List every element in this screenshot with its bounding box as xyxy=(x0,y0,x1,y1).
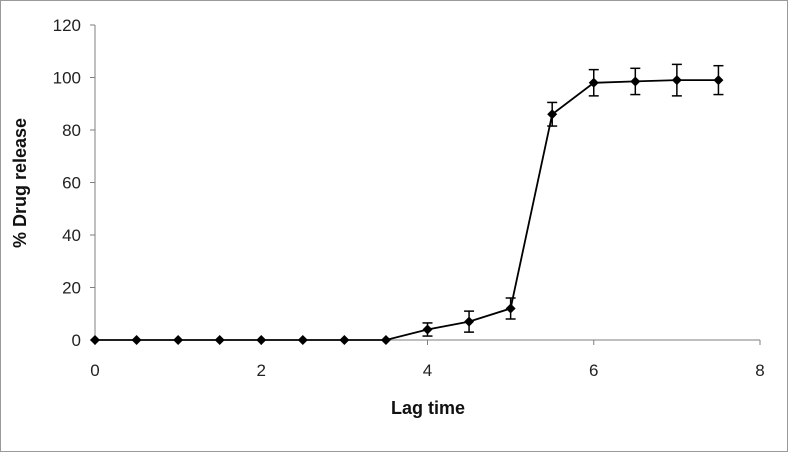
y-tick-label: 20 xyxy=(62,279,81,298)
y-tick-label: 100 xyxy=(53,69,81,88)
y-axis-label: % Drug release xyxy=(10,118,30,248)
series-markers xyxy=(90,75,724,345)
data-point xyxy=(547,109,558,120)
data-point xyxy=(464,316,475,327)
data-point xyxy=(713,75,724,86)
x-tick-label: 6 xyxy=(589,361,598,380)
y-tick-label: 40 xyxy=(62,226,81,245)
error-bars xyxy=(422,63,724,337)
x-axis-label: Lag time xyxy=(391,398,465,418)
data-point xyxy=(339,335,350,345)
series-line xyxy=(95,79,719,341)
y-tick-label: 60 xyxy=(62,174,81,193)
y-tick-label: 0 xyxy=(72,331,81,350)
data-point xyxy=(630,76,641,87)
data-point xyxy=(90,335,100,345)
x-tick-label: 8 xyxy=(755,361,764,380)
data-point xyxy=(173,335,184,345)
x-ticks: 0 2 4 6 8 xyxy=(90,340,765,380)
x-tick-label: 4 xyxy=(423,361,432,380)
data-point xyxy=(671,75,682,86)
y-tick-label: 120 xyxy=(53,16,81,35)
data-point xyxy=(505,303,516,314)
data-point xyxy=(214,335,225,345)
x-tick-label: 2 xyxy=(257,361,266,380)
axes xyxy=(94,25,760,341)
y-tick-label: 80 xyxy=(62,121,81,140)
series-lines xyxy=(95,79,719,341)
data-point xyxy=(256,335,267,345)
x-tick-label: 0 xyxy=(90,361,99,380)
data-point xyxy=(380,335,391,345)
data-point xyxy=(297,335,308,345)
y-ticks: 0 20 40 60 80 100 120 xyxy=(53,16,95,350)
data-point xyxy=(422,324,433,335)
data-point xyxy=(588,77,599,88)
data-point xyxy=(131,335,142,345)
